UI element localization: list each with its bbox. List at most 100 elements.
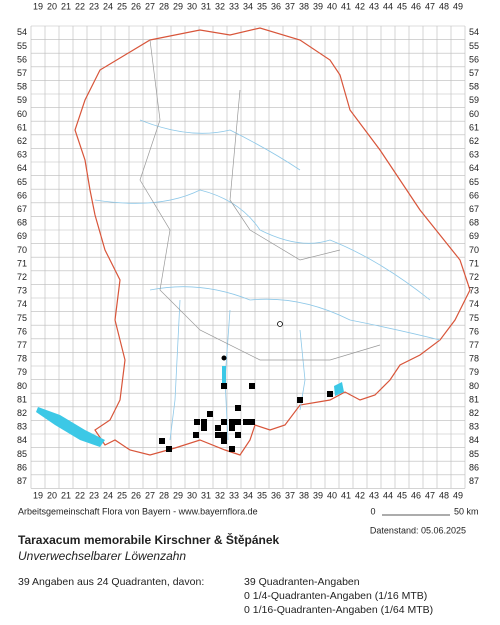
y-label-right: 61 <box>469 122 479 132</box>
district-borders <box>139 39 381 361</box>
x-label-bottom: 23 <box>89 490 99 500</box>
x-label-bottom: 49 <box>453 490 463 500</box>
x-label-bottom: 41 <box>341 490 351 500</box>
y-label-right: 86 <box>469 462 479 472</box>
x-label-top: 28 <box>159 1 169 11</box>
y-label-right: 71 <box>469 258 479 268</box>
x-label-top: 35 <box>257 1 267 11</box>
y-label-right: 72 <box>469 272 479 282</box>
y-label-right: 81 <box>469 394 479 404</box>
x-label-bottom: 28 <box>159 490 169 500</box>
y-label-right: 55 <box>469 41 479 51</box>
x-label-top: 24 <box>103 1 113 11</box>
x-label-top: 31 <box>201 1 211 11</box>
scale-end: 50 km <box>454 506 479 516</box>
y-label-right: 82 <box>469 408 479 418</box>
y-label-right: 78 <box>469 354 479 364</box>
x-label-top: 40 <box>327 1 337 11</box>
x-label-bottom: 46 <box>411 490 421 500</box>
y-label-left: 87 <box>17 476 27 486</box>
x-label-top: 45 <box>397 1 407 11</box>
y-label-right: 85 <box>469 449 479 459</box>
y-label-right: 63 <box>469 150 479 160</box>
lake <box>222 366 226 384</box>
x-label-bottom: 26 <box>131 490 141 500</box>
x-label-top: 34 <box>243 1 253 11</box>
x-label-top: 48 <box>439 1 449 11</box>
scale-start: 0 <box>370 506 375 516</box>
summary-detail: 0 1/4-Quadranten-Angaben (1/16 MTB) <box>244 590 427 602</box>
y-label-right: 65 <box>469 177 479 187</box>
x-label-top: 39 <box>313 1 323 11</box>
y-label-right: 80 <box>469 381 479 391</box>
y-label-left: 63 <box>17 150 27 160</box>
y-label-right: 70 <box>469 245 479 255</box>
y-label-left: 71 <box>17 258 27 268</box>
x-label-bottom: 44 <box>383 490 393 500</box>
x-label-top: 43 <box>369 1 379 11</box>
y-label-right: 67 <box>469 204 479 214</box>
y-label-left: 72 <box>17 272 27 282</box>
x-label-bottom: 32 <box>215 490 225 500</box>
y-label-left: 74 <box>17 299 27 309</box>
x-label-bottom: 40 <box>327 490 337 500</box>
y-label-right: 58 <box>469 82 479 92</box>
x-label-top: 41 <box>341 1 351 11</box>
y-label-right: 83 <box>469 422 479 432</box>
x-label-top: 49 <box>453 1 463 11</box>
date: Datenstand: 05.06.2025 <box>370 525 466 535</box>
x-label-top: 38 <box>299 1 309 11</box>
x-label-bottom: 20 <box>47 490 57 500</box>
y-label-right: 77 <box>469 340 479 350</box>
y-label-left: 68 <box>17 218 27 228</box>
y-label-left: 84 <box>17 435 27 445</box>
lake <box>334 382 344 396</box>
y-label-left: 61 <box>17 122 27 132</box>
x-label-bottom: 31 <box>201 490 211 500</box>
grid <box>30 25 466 489</box>
summary-total: 39 Angaben aus 24 Quadranten, davon: <box>18 576 204 588</box>
y-label-left: 62 <box>17 136 27 146</box>
x-label-top: 32 <box>215 1 225 11</box>
y-label-right: 73 <box>469 286 479 296</box>
x-label-top: 19 <box>33 1 43 11</box>
y-label-right: 74 <box>469 299 479 309</box>
summary-detail: 0 1/16-Quadranten-Angaben (1/64 MTB) <box>244 604 433 616</box>
y-label-left: 67 <box>17 204 27 214</box>
y-label-left: 83 <box>17 422 27 432</box>
y-label-left: 57 <box>17 68 27 78</box>
y-label-right: 68 <box>469 218 479 228</box>
y-label-left: 58 <box>17 82 27 92</box>
x-label-bottom: 48 <box>439 490 449 500</box>
y-label-right: 84 <box>469 435 479 445</box>
x-label-bottom: 24 <box>103 490 113 500</box>
occurrence-markers <box>159 355 333 452</box>
credit: Arbeitsgemeinschaft Flora von Bayern - w… <box>18 506 258 516</box>
x-label-top: 33 <box>229 1 239 11</box>
y-label-left: 75 <box>17 313 27 323</box>
y-label-left: 66 <box>17 190 27 200</box>
y-label-left: 60 <box>17 109 27 119</box>
x-label-bottom: 37 <box>285 490 295 500</box>
x-label-bottom: 36 <box>271 490 281 500</box>
x-label-bottom: 33 <box>229 490 239 500</box>
y-label-left: 77 <box>17 340 27 350</box>
lake <box>36 407 105 447</box>
x-label-top: 30 <box>187 1 197 11</box>
x-label-top: 29 <box>173 1 183 11</box>
x-label-top: 44 <box>383 1 393 11</box>
y-label-left: 70 <box>17 245 27 255</box>
y-label-right: 75 <box>469 313 479 323</box>
common-name: Unverwechselbarer Löwenzahn <box>18 549 186 563</box>
x-label-top: 47 <box>425 1 435 11</box>
x-label-bottom: 35 <box>257 490 267 500</box>
y-label-left: 55 <box>17 41 27 51</box>
y-label-right: 56 <box>469 54 479 64</box>
x-label-bottom: 45 <box>397 490 407 500</box>
x-label-bottom: 34 <box>243 490 253 500</box>
x-label-top: 23 <box>89 1 99 11</box>
y-label-right: 66 <box>469 190 479 200</box>
x-label-bottom: 27 <box>145 490 155 500</box>
y-label-left: 56 <box>17 54 27 64</box>
